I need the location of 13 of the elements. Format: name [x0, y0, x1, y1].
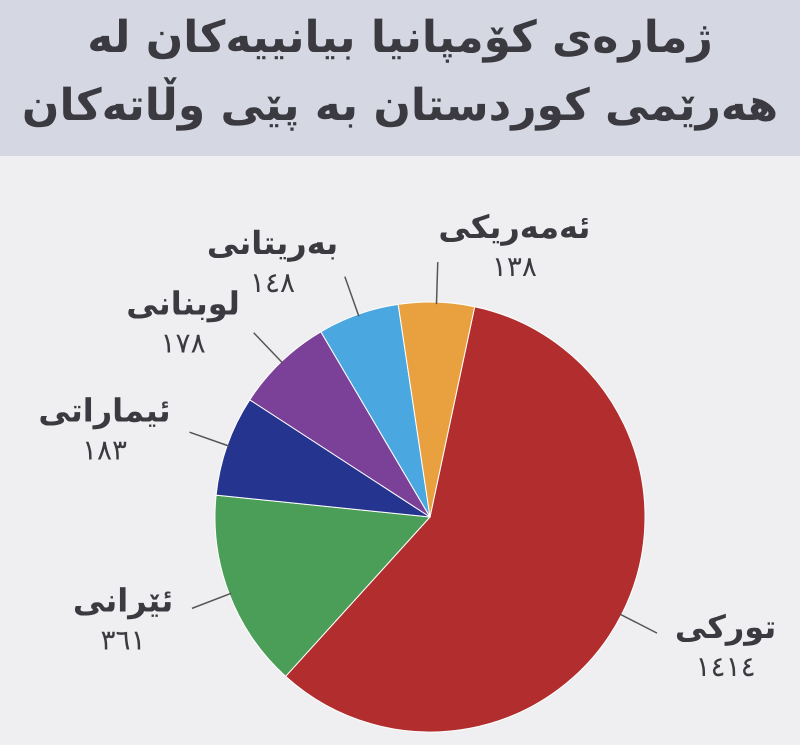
- data-label: ١٣٨: [492, 250, 537, 284]
- data-label: ٣٦١: [100, 624, 146, 657]
- data-label: ١٤١٤: [696, 650, 756, 684]
- slice-label: ئێرانی: [72, 582, 174, 620]
- slice-label: بەریتانی: [206, 224, 338, 262]
- slice-label: ئەمەریکی: [438, 208, 590, 246]
- data-label: ١٨٣: [82, 434, 128, 467]
- data-label: ١٤٨: [250, 266, 296, 299]
- slice-label: لوبنانی: [126, 284, 240, 322]
- title: ژمارەی کۆمپانیا بیانییەکان لە هەرێمی کوردستان بە پێی وڵاتەکان: [0, 0, 800, 156]
- slice-label: ئیماراتی: [38, 392, 171, 430]
- data-label: ١٧٨: [160, 326, 206, 360]
- slice-label: تورکی: [674, 608, 776, 646]
